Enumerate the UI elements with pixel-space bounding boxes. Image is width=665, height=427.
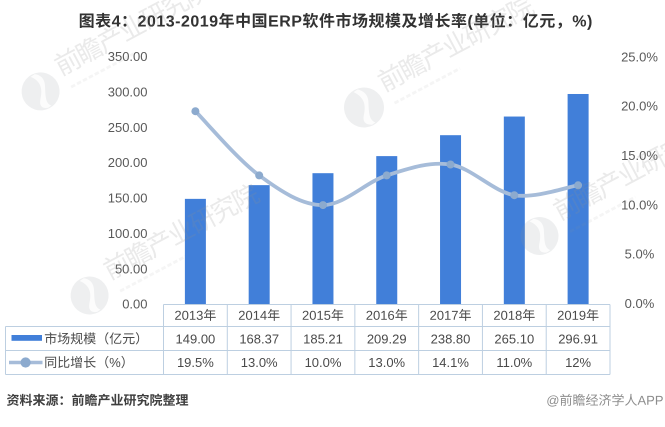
svg-text:149.00: 149.00: [176, 331, 216, 346]
svg-text:100.00: 100.00: [108, 226, 148, 241]
svg-text:350.00: 350.00: [108, 49, 148, 64]
svg-text:209.29: 209.29: [367, 331, 407, 346]
svg-text:50.00: 50.00: [115, 261, 148, 276]
svg-text:20.0%: 20.0%: [621, 99, 658, 114]
svg-text:238.80: 238.80: [431, 331, 471, 346]
svg-text:15.0%: 15.0%: [621, 148, 658, 163]
svg-text:265.10: 265.10: [494, 331, 534, 346]
svg-text:250.00: 250.00: [108, 120, 148, 135]
svg-text:10.0%: 10.0%: [305, 355, 342, 370]
svg-text:150.00: 150.00: [108, 191, 148, 206]
svg-text:13.0%: 13.0%: [368, 355, 405, 370]
svg-text:5.0%: 5.0%: [625, 247, 655, 262]
svg-text:10.0%: 10.0%: [621, 197, 658, 212]
svg-text:168.37: 168.37: [239, 331, 279, 346]
svg-text:200.00: 200.00: [108, 155, 148, 170]
svg-text:19.5%: 19.5%: [177, 355, 214, 370]
svg-text:185.21: 185.21: [303, 331, 343, 346]
svg-text:13.0%: 13.0%: [241, 355, 278, 370]
svg-text:0.00: 0.00: [122, 297, 147, 312]
svg-text:296.91: 296.91: [558, 331, 598, 346]
svg-text:14.1%: 14.1%: [432, 355, 469, 370]
svg-text:11.0%: 11.0%: [496, 355, 532, 370]
svg-text:0.0%: 0.0%: [625, 296, 655, 311]
svg-text:25.0%: 25.0%: [621, 49, 658, 64]
svg-text:300.00: 300.00: [108, 85, 148, 100]
svg-text:12%: 12%: [565, 355, 591, 370]
